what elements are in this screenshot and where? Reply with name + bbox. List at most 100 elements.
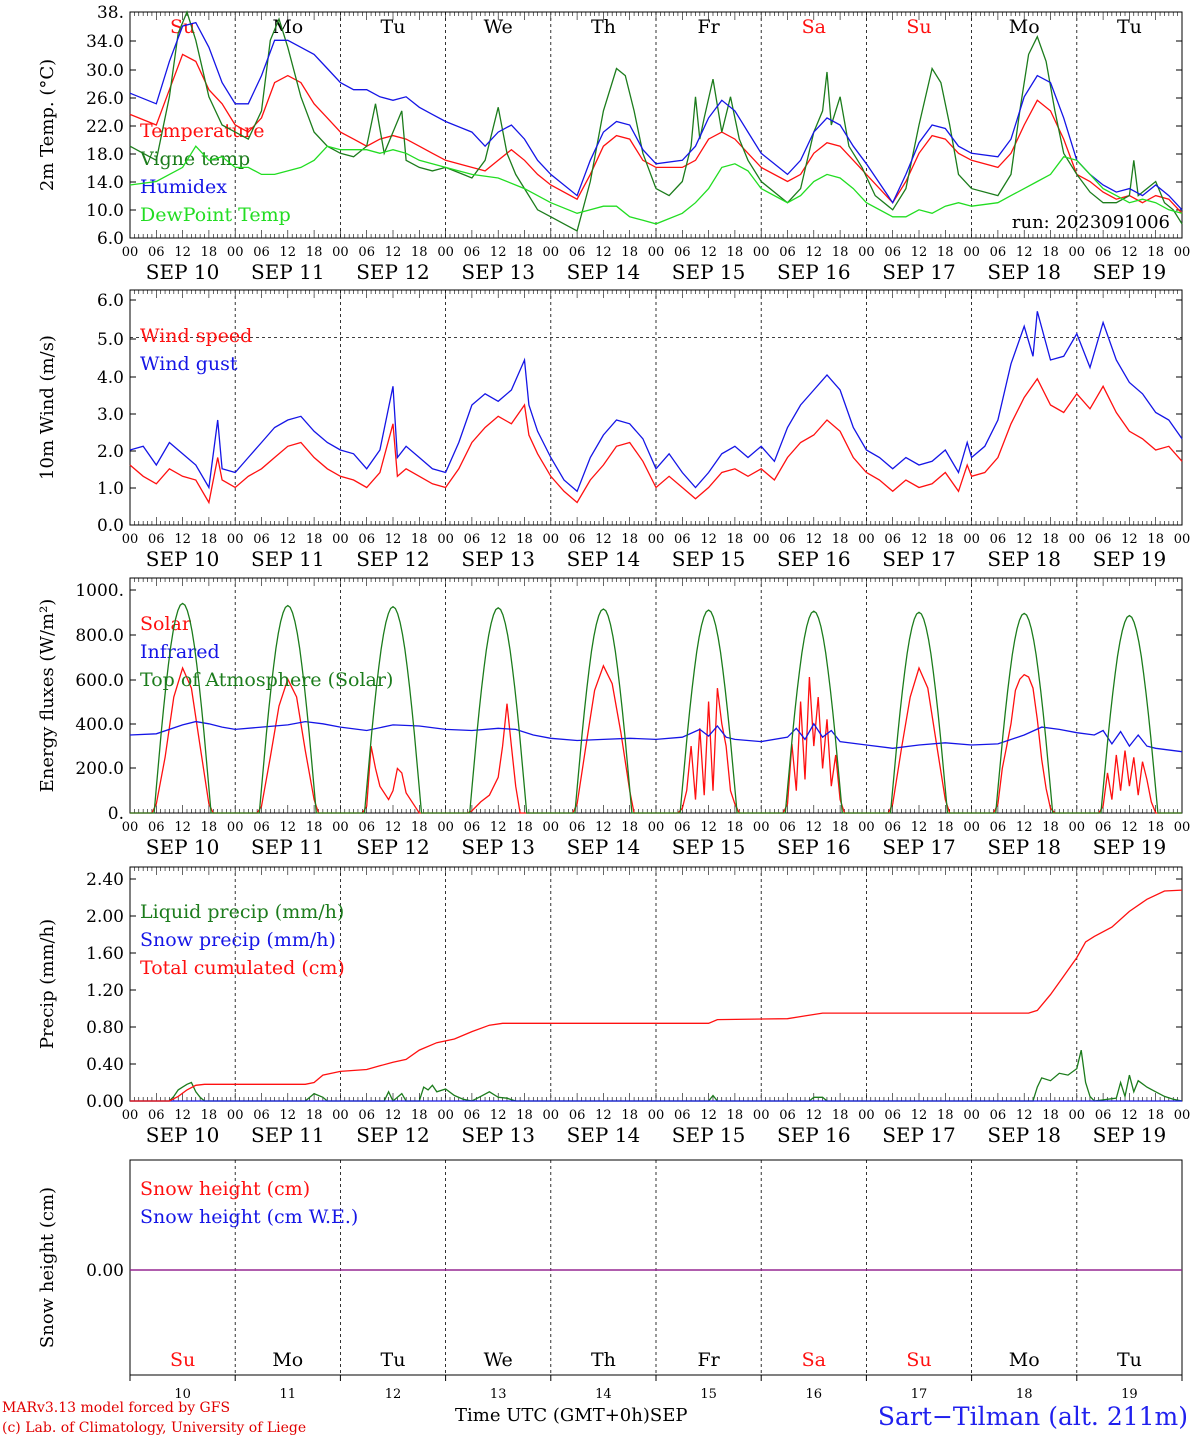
legend-entry: Solar xyxy=(140,613,192,635)
hour-tick-label: 06 xyxy=(990,532,1007,547)
day-number-label: 15 xyxy=(700,1387,717,1402)
hour-tick-label: 18 xyxy=(516,245,533,260)
date-label: SEP 16 xyxy=(777,835,851,859)
date-label: SEP 19 xyxy=(1093,547,1167,571)
hour-tick-label: 18 xyxy=(937,820,954,835)
weekday-label: Fr xyxy=(697,16,720,38)
hour-tick-label: 06 xyxy=(1095,820,1112,835)
y-axis-label: Energy fluxes (W/m²) xyxy=(37,599,58,793)
day-number-label: 13 xyxy=(490,1387,507,1402)
hour-tick-label: 12 xyxy=(1121,1108,1138,1123)
hour-tick-label: 12 xyxy=(1121,245,1138,260)
weekday-label: Mo xyxy=(272,16,303,38)
hour-tick-label: 18 xyxy=(621,1108,638,1123)
y-tick-label: 2.40 xyxy=(86,870,124,890)
date-label: SEP 13 xyxy=(461,260,535,284)
hour-tick-label: 18 xyxy=(727,532,744,547)
day-number-label: 16 xyxy=(806,1387,823,1402)
y-tick-label: 2.0 xyxy=(97,442,124,462)
hour-tick-label: 06 xyxy=(464,245,481,260)
hour-tick-label: 18 xyxy=(411,532,428,547)
y-tick-label: 6.0 xyxy=(97,229,124,249)
hour-tick-label: 00 xyxy=(1069,245,1086,260)
date-label: SEP 10 xyxy=(146,260,220,284)
hour-tick-label: 18 xyxy=(411,1108,428,1123)
hour-tick-label: 12 xyxy=(174,532,191,547)
hour-tick-label: 18 xyxy=(1042,1108,1059,1123)
model-credit: MARv3.13 model forced by GFS xyxy=(2,1400,231,1416)
hour-tick-label: 18 xyxy=(1147,820,1164,835)
hour-tick-label: 06 xyxy=(358,820,375,835)
date-label: SEP 10 xyxy=(146,1123,220,1147)
hour-tick-label: 06 xyxy=(779,820,796,835)
hour-tick-label: 12 xyxy=(806,820,823,835)
date-label: SEP 18 xyxy=(987,1123,1061,1147)
y-tick-label: 26.0 xyxy=(86,89,124,109)
hour-tick-label: 00 xyxy=(543,1108,560,1123)
hour-tick-label: 00 xyxy=(437,532,454,547)
weekday-label: Mo xyxy=(1009,16,1040,38)
hour-tick-label: 00 xyxy=(858,245,875,260)
y-tick-label: 2.00 xyxy=(86,907,124,927)
hour-tick-label: 18 xyxy=(727,1108,744,1123)
hour-tick-label: 06 xyxy=(884,820,901,835)
weekday-label: Fr xyxy=(697,1349,720,1371)
y-tick-label: 0. xyxy=(108,804,124,824)
hour-tick-label: 06 xyxy=(674,820,691,835)
hour-tick-label: 00 xyxy=(753,245,770,260)
date-label: SEP 18 xyxy=(987,835,1061,859)
series-line xyxy=(129,53,1183,214)
hour-tick-label: 18 xyxy=(1042,532,1059,547)
hour-tick-label: 18 xyxy=(411,820,428,835)
date-label: SEP 18 xyxy=(987,547,1061,571)
hour-tick-label: 12 xyxy=(911,820,928,835)
date-label: SEP 11 xyxy=(251,835,325,859)
date-label: SEP 19 xyxy=(1093,260,1167,284)
hour-tick-label: 00 xyxy=(1174,1108,1191,1123)
hour-tick-label: 00 xyxy=(543,245,560,260)
hour-tick-label: 06 xyxy=(1095,532,1112,547)
weekday-label: Tu xyxy=(1117,1349,1142,1371)
date-label: SEP 16 xyxy=(777,547,851,571)
y-axis-label: 2m Temp. (°C) xyxy=(37,59,58,191)
hour-tick-label: 00 xyxy=(543,820,560,835)
hour-tick-label: 00 xyxy=(122,532,139,547)
hour-tick-label: 18 xyxy=(1147,532,1164,547)
legend-entry: Humidex xyxy=(140,176,227,198)
y-tick-label: 18.0 xyxy=(86,145,124,165)
y-tick-label: 38. xyxy=(97,3,124,23)
hour-tick-label: 18 xyxy=(937,245,954,260)
day-number-label: 18 xyxy=(1016,1387,1033,1402)
weekday-label: Mo xyxy=(1009,1349,1040,1371)
date-label: SEP 10 xyxy=(146,835,220,859)
hour-tick-label: 06 xyxy=(569,820,586,835)
y-axis-label: Precip (mm/h) xyxy=(37,919,58,1049)
hour-tick-label: 00 xyxy=(1174,532,1191,547)
hour-tick-label: 00 xyxy=(648,1108,665,1123)
hour-tick-label: 00 xyxy=(332,1108,349,1123)
hour-tick-label: 12 xyxy=(700,532,717,547)
hour-tick-label: 18 xyxy=(306,245,323,260)
y-tick-label: 400.0 xyxy=(75,715,124,735)
hour-tick-label: 12 xyxy=(385,820,402,835)
y-tick-label: 14.0 xyxy=(86,173,124,193)
run-annotation: run: 2023091006 xyxy=(1012,212,1170,233)
y-tick-label: 800.0 xyxy=(75,626,124,646)
legend-entry: Snow precip (mm/h) xyxy=(140,929,336,951)
legend-entry: Liquid precip (mm/h) xyxy=(140,901,344,923)
date-label: SEP 12 xyxy=(356,547,430,571)
hour-tick-label: 12 xyxy=(1016,820,1033,835)
weekday-label: Tu xyxy=(381,16,406,38)
hour-tick-label: 12 xyxy=(280,245,297,260)
hour-tick-label: 00 xyxy=(648,820,665,835)
hour-tick-label: 06 xyxy=(253,532,270,547)
weekday-label: Tu xyxy=(1117,16,1142,38)
series-line xyxy=(129,720,1183,753)
legend-entry: Total cumulated (cm) xyxy=(140,957,345,979)
y-tick-label: 22.0 xyxy=(86,117,124,137)
x-axis-title: Time UTC (GMT+0h)SEP xyxy=(455,1405,687,1426)
series-line xyxy=(130,889,1183,1102)
hour-tick-label: 00 xyxy=(332,532,349,547)
hour-tick-label: 12 xyxy=(1016,245,1033,260)
hour-tick-label: 12 xyxy=(280,1108,297,1123)
